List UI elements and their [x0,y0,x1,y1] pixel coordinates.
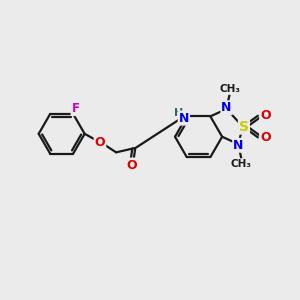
Text: O: O [126,158,137,172]
Text: F: F [71,102,80,115]
Text: O: O [260,131,271,144]
Text: O: O [260,109,271,122]
Text: CH₃: CH₃ [219,84,240,94]
Text: S: S [239,120,249,134]
Text: N: N [179,112,189,124]
Text: N: N [233,139,244,152]
Text: H: H [174,108,183,118]
Text: CH₃: CH₃ [231,159,252,169]
Text: N: N [221,101,232,114]
Text: O: O [94,136,105,148]
